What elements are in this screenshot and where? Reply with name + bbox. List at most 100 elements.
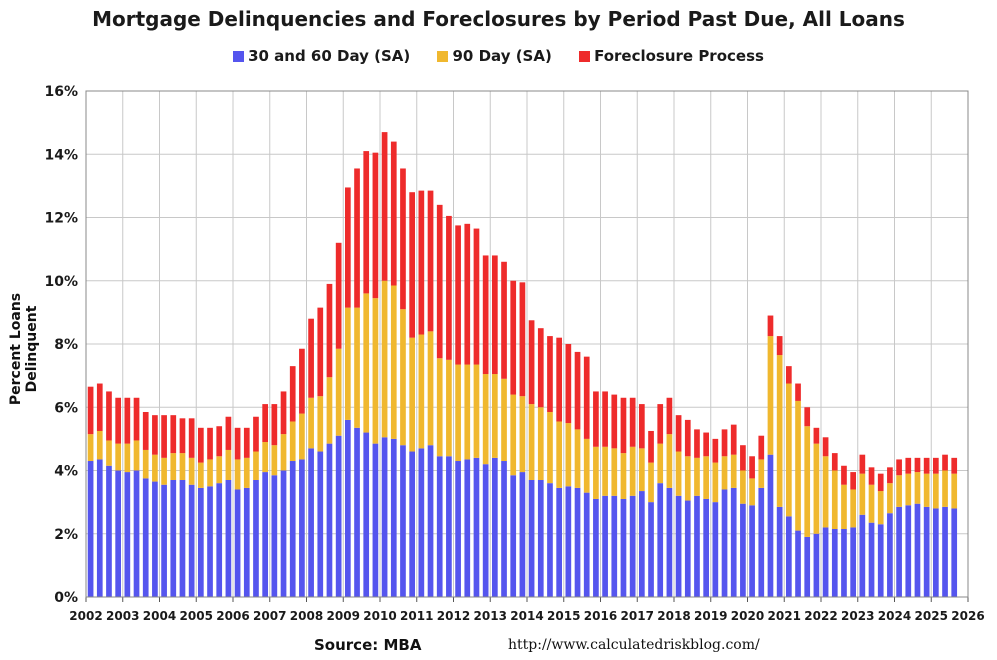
bar-90-day [510,394,517,476]
bar-foreclosure [841,465,847,485]
bar-30-60-day [106,465,112,597]
bar-30-60-day [510,475,517,597]
bar-90-day [400,309,406,446]
bar-90-day [372,298,379,444]
legend-swatch-foreclosure [579,51,591,62]
bar-foreclosure [795,383,801,401]
bar-foreclosure [152,415,158,455]
legend-item-90: 90 Day (SA) [437,47,552,65]
bar-30-60-day [124,472,131,597]
bar-30-60-day [427,445,434,597]
bar-30-60-day [317,451,324,597]
bar-90-day [593,446,599,499]
bar-foreclosure [280,391,287,435]
x-tick-label: 2006 [216,609,249,623]
bar-foreclosure [197,427,204,463]
bar-foreclosure [115,397,122,444]
bar-foreclosure [418,190,425,335]
bar-foreclosure [464,223,471,365]
bar-foreclosure [905,457,912,474]
bar-90-day [831,470,838,530]
bar-foreclosure [813,427,820,444]
y-tick-label: 0% [54,590,78,606]
bar-foreclosure [831,453,838,471]
bar-90-day [262,442,269,473]
bar-foreclosure [501,261,507,379]
x-tick-label: 2026 [951,609,984,623]
bar-foreclosure [923,457,930,474]
bar-30-60-day [638,491,645,597]
x-tick-label: 2002 [69,609,102,623]
x-tick-label: 2018 [657,609,690,623]
bar-30-60-day [225,479,232,597]
bar-90-day [887,483,893,514]
bar-90-day [638,448,645,492]
bar-foreclosure [859,454,866,474]
bar-foreclosure [326,283,333,378]
bar-30-60-day [482,464,489,597]
legend-swatch-30-60 [233,51,245,62]
bar-90-day [381,280,388,438]
bar-90-day [905,473,912,506]
bar-foreclosure [611,394,618,449]
bar-90-day [491,374,498,458]
bar-90-day [344,307,351,420]
bar-90-day [225,449,232,480]
bar-90-day [271,445,278,476]
bar-foreclosure [124,397,131,444]
x-tick-label: 2005 [180,609,213,623]
bar-90-day [482,374,489,465]
bar-30-60-day [464,459,471,597]
bar-foreclosure [629,397,636,447]
bar-foreclosure [593,391,599,447]
bar-30-60-day [87,461,94,597]
bar-90-day [703,456,710,499]
bar-30-60-day [188,484,195,597]
bar-foreclosure [887,467,893,484]
bar-90-day [629,446,636,496]
bar-30-60-day [850,527,857,597]
y-tick-label: 2% [54,527,78,543]
bar-90-day [299,413,305,460]
bar-30-60-day [161,484,167,597]
bar-30-60-day [400,445,406,597]
bar-90-day [152,454,158,482]
bars [87,132,958,597]
bar-30-60-day [942,506,948,597]
bar-foreclosure [243,427,250,458]
bar-foreclosure [510,280,517,395]
bar-90-day [657,443,664,484]
bar-foreclosure [703,432,710,457]
bar-30-60-day [519,472,526,597]
bar-90-day [758,459,765,488]
x-tick-label: 2009 [327,609,360,623]
legend: 30 and 60 Day (SA) 90 Day (SA) Foreclosu… [0,47,997,65]
y-tick-label: 12% [44,211,78,227]
bar-foreclosure [446,215,452,360]
bar-90-day [822,456,829,528]
x-tick-label: 2008 [290,609,323,623]
bar-90-day [914,472,921,504]
bar-30-60-day [528,479,535,597]
bar-90-day [785,383,792,517]
bar-90-day [280,434,287,471]
bar-30-60-day [602,495,608,597]
bar-foreclosure [253,416,259,452]
bar-90-day [519,396,526,473]
bar-foreclosure [556,337,563,422]
bar-90-day [106,440,112,466]
bar-30-60-day [142,478,149,597]
bar-30-60-day [565,486,572,597]
bar-foreclosure [354,168,360,308]
bar-90-day [932,473,939,509]
bar-90-day [133,440,140,471]
bar-30-60-day [914,503,921,597]
bar-foreclosure [225,416,232,450]
bar-foreclosure [234,427,241,460]
bar-foreclosure [262,404,269,443]
bar-30-60-day [115,470,122,597]
bar-30-60-day [795,530,801,597]
bar-30-60-day [280,470,287,597]
bar-30-60-day [299,459,305,597]
